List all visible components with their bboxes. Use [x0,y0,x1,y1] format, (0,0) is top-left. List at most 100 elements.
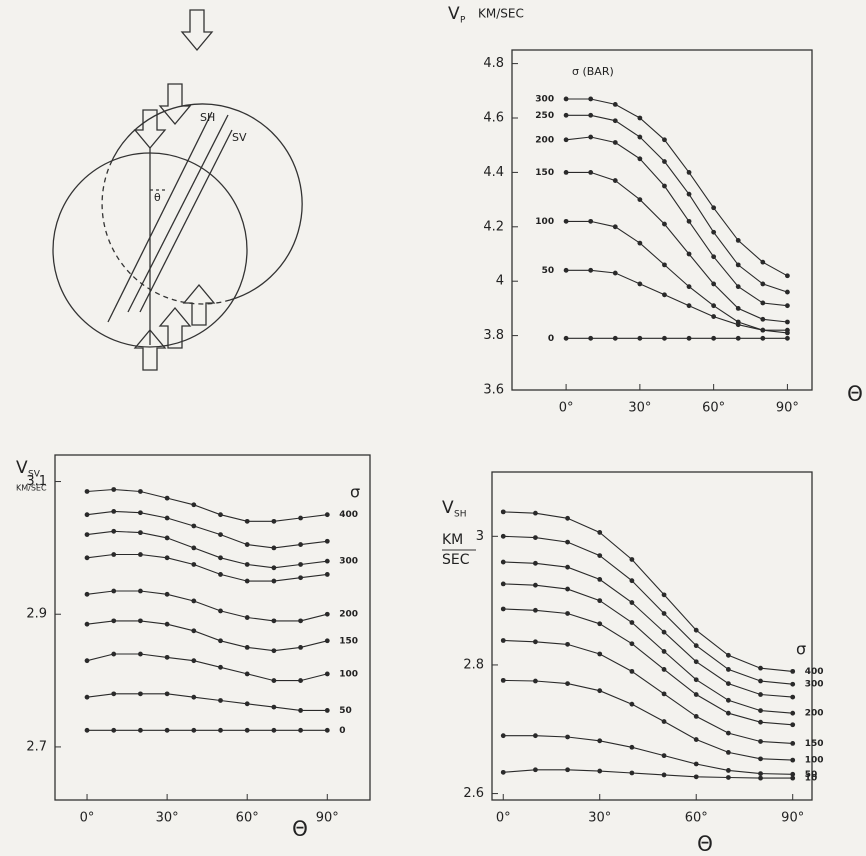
data-point [218,698,223,703]
data-point [711,281,717,287]
data-point [244,645,250,650]
data-point [790,694,796,700]
force-arrow [133,328,167,371]
plot-frame [54,454,371,801]
curve [503,639,793,744]
y-tick-label: 2.9 [26,607,47,622]
data-point [500,509,506,515]
data-point [84,621,90,627]
data-point [271,618,277,624]
data-point [271,704,277,710]
series-label: 50 [805,770,818,780]
data-point [662,262,667,268]
data-point [164,591,170,597]
data-point [790,757,796,763]
data-point [661,592,667,598]
data-point [84,489,90,494]
data-point [84,555,90,561]
curve [86,530,328,569]
data-point [244,562,250,567]
data-point [693,713,699,719]
data-point [758,692,763,697]
data-point [565,539,570,545]
data-point [533,639,538,645]
x-axis-label: Θ [292,817,308,841]
data-point [637,335,643,341]
data-point [711,335,717,341]
x-tick-label: 0° [559,401,574,416]
data-point [500,533,506,539]
plot-frame [511,49,813,391]
data-point [693,643,699,649]
legend-title: σ (BAR) [572,65,614,78]
data-point [111,588,117,594]
data-point [758,756,763,762]
data-point [533,607,538,613]
x-tick-label: 60° [685,811,708,826]
curve [566,136,788,307]
data-point [597,768,603,774]
data-point [324,638,330,644]
data-point [271,578,277,584]
data-point [711,205,717,211]
data-point [138,618,143,624]
data-point [686,170,692,175]
data-point [629,557,635,562]
data-point [191,727,197,733]
data-point [565,611,570,616]
data-point [324,727,330,733]
data-point [637,115,643,121]
slab-edge [127,114,229,313]
data-point [218,532,223,538]
x-tick-label: 60° [236,811,259,826]
data-point [760,281,766,287]
data-point [271,518,277,524]
series-label: 50 [339,706,352,716]
data-point [735,335,741,341]
data-point [324,512,330,518]
y-axis-label: V [448,4,460,24]
data-point [164,691,170,697]
diagram-label: θ [154,191,161,204]
y-tick-label: 2.7 [26,739,47,754]
data-point [324,538,330,544]
x-axis-label: Θ [847,382,863,406]
x-tick-label: 0° [80,811,95,826]
data-point [533,678,538,684]
data-point [693,737,699,742]
data-point [629,701,635,707]
data-point [637,281,643,287]
data-point [725,667,731,672]
data-point [725,652,731,658]
data-point [164,555,170,561]
data-point [271,648,277,654]
data-point [565,515,570,521]
data-point [244,518,250,524]
data-point [661,667,667,672]
data-point [597,621,603,627]
series-label: 400 [339,510,358,520]
data-point [500,638,506,643]
data-point [563,96,569,102]
data-point [111,552,117,557]
data-point [661,719,667,724]
force-arrow [158,83,192,126]
data-point [533,767,538,773]
data-point [758,719,763,725]
data-point [597,688,603,694]
data-point [84,532,90,538]
data-point [790,741,796,746]
data-point [191,502,197,508]
data-point [244,671,250,677]
y-tick-label: 3.1 [26,474,47,489]
stress-diagram [52,9,303,371]
data-point [244,578,250,584]
data-point [111,691,117,697]
data-point [693,774,699,780]
curve [86,693,328,711]
data-point [298,727,303,733]
curve [566,269,788,331]
data-point [711,314,717,319]
y-unit: KM/SEC [478,7,524,21]
series-label: 200 [339,610,358,620]
